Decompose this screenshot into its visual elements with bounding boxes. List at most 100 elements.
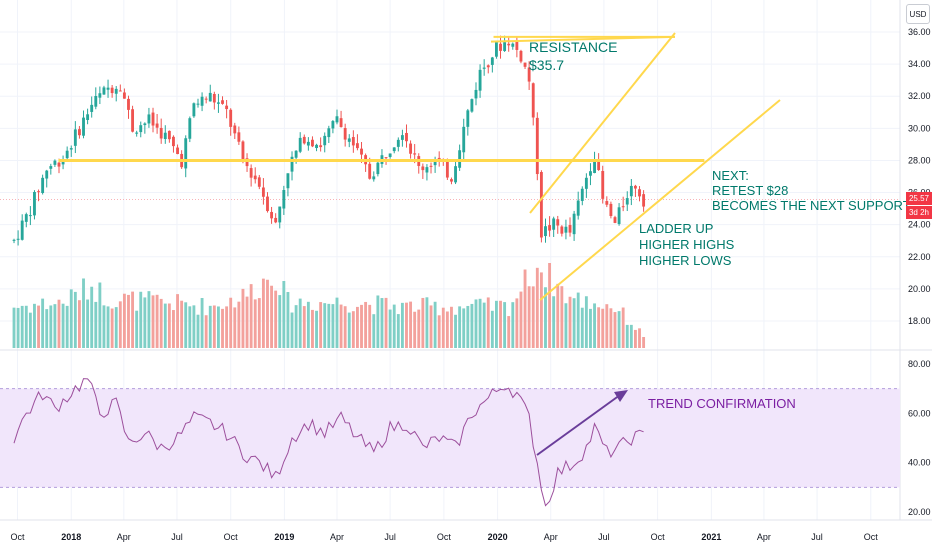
volume-bar — [278, 295, 282, 348]
candle-body — [94, 95, 98, 107]
candle-body — [135, 132, 139, 134]
candle-body — [625, 198, 629, 205]
candle-body — [98, 93, 102, 98]
next-label-line: NEXT: — [712, 168, 749, 183]
rsi-trend-arrowhead — [614, 390, 628, 402]
candle-body — [535, 117, 539, 175]
volume-bar — [368, 304, 372, 348]
candle-body — [319, 145, 323, 148]
volume-bar — [613, 312, 617, 348]
volume-bar — [339, 304, 343, 348]
volume-bar — [556, 283, 560, 348]
candle-body — [311, 139, 314, 147]
volume-bar — [282, 280, 286, 348]
volume-bar — [351, 311, 355, 348]
candle-body — [482, 67, 486, 69]
candle-body — [360, 148, 363, 155]
trend-annotations: RESISTANCE $35.7 NEXT: RETEST $28 BECOMES TH… — [58, 32, 911, 301]
volume-bar — [409, 301, 413, 348]
candle-body — [392, 147, 396, 152]
price-tick-label: 36.00 — [908, 27, 931, 37]
candle-body — [527, 67, 531, 82]
time-tick-label: 2019 — [274, 532, 294, 542]
volume-bar — [462, 308, 466, 348]
time-tick-label: Apr — [330, 532, 344, 542]
candle-body — [642, 194, 646, 207]
candle-body — [41, 177, 45, 193]
candle-body — [196, 103, 200, 105]
axes: 18.0020.0022.0024.0026.0028.0030.0032.00… — [11, 27, 931, 542]
volume-bar — [114, 307, 118, 348]
resistance-label-line: $35.7 — [529, 57, 564, 73]
next-label-line: BECOMES THE NEXT SUPPORT — [712, 198, 911, 213]
candle-body — [274, 217, 278, 223]
candle-body — [564, 226, 568, 233]
candle-body — [192, 103, 196, 117]
candle-body — [172, 136, 175, 147]
volume-bar — [172, 310, 175, 348]
volume-bar — [531, 286, 535, 348]
candle-body — [290, 156, 294, 172]
volume-bar — [192, 305, 196, 348]
candle-body — [122, 92, 126, 99]
volume-bar — [323, 303, 327, 348]
volume-bar — [98, 282, 102, 348]
volume-bar — [237, 301, 241, 348]
currency-button[interactable]: USD — [906, 4, 930, 24]
candle-body — [315, 144, 318, 149]
candle-body — [200, 96, 204, 106]
candle-body — [163, 132, 167, 140]
candle-body — [388, 153, 392, 157]
volume-bar — [90, 286, 94, 348]
volume-bar — [143, 297, 147, 348]
candle-body — [45, 170, 49, 179]
volume-bar — [400, 302, 404, 348]
time-tick-label: Jul — [384, 532, 396, 542]
volume-bar — [523, 269, 527, 348]
volume-bar — [482, 302, 486, 348]
volume-bar — [200, 298, 204, 348]
candle-body — [237, 132, 241, 142]
volume-bar — [118, 301, 122, 348]
volume-bar — [57, 299, 61, 348]
ladder-label: LADDER UP HIGHER HIGHS HIGHER LOWS — [639, 221, 735, 268]
candle-body — [225, 105, 229, 110]
volume-bar — [417, 309, 421, 348]
candle-body — [466, 110, 470, 127]
candle-body — [486, 65, 490, 68]
candle-body — [49, 166, 53, 169]
volume-bar — [233, 307, 237, 348]
candle-body — [106, 87, 110, 90]
volume-bar — [53, 304, 57, 348]
candle-body — [601, 171, 605, 199]
price-tick-label: 30.00 — [908, 123, 931, 133]
volume-bar — [37, 305, 40, 348]
candle-body — [376, 162, 380, 175]
candle-body — [552, 218, 556, 230]
candle-body — [127, 98, 130, 110]
volume-bar — [131, 291, 135, 348]
volume-bar — [225, 306, 229, 348]
candle-body — [298, 137, 302, 152]
time-tick-label: Oct — [437, 532, 452, 542]
candle-body — [159, 127, 163, 139]
volume-bar — [298, 298, 302, 348]
volume-bar — [560, 286, 564, 348]
volume-bar — [270, 285, 274, 348]
candle-body — [241, 141, 245, 160]
rsi-tick-label: 40.00 — [908, 458, 931, 468]
resistance-label: RESISTANCE $35.7 — [529, 39, 617, 73]
candle-body — [556, 219, 560, 226]
candle-body — [86, 114, 90, 120]
volume-bar — [376, 295, 380, 348]
candle-body — [212, 93, 216, 103]
volume-bar — [568, 296, 572, 348]
candle-body — [229, 109, 233, 127]
volume-bar — [625, 324, 629, 348]
candle-body — [233, 125, 237, 134]
volume-bar — [290, 312, 294, 348]
candle-body — [57, 162, 61, 167]
time-tick-label: Apr — [757, 532, 771, 542]
time-tick-label: Oct — [224, 532, 239, 542]
volume-bar — [176, 294, 179, 348]
